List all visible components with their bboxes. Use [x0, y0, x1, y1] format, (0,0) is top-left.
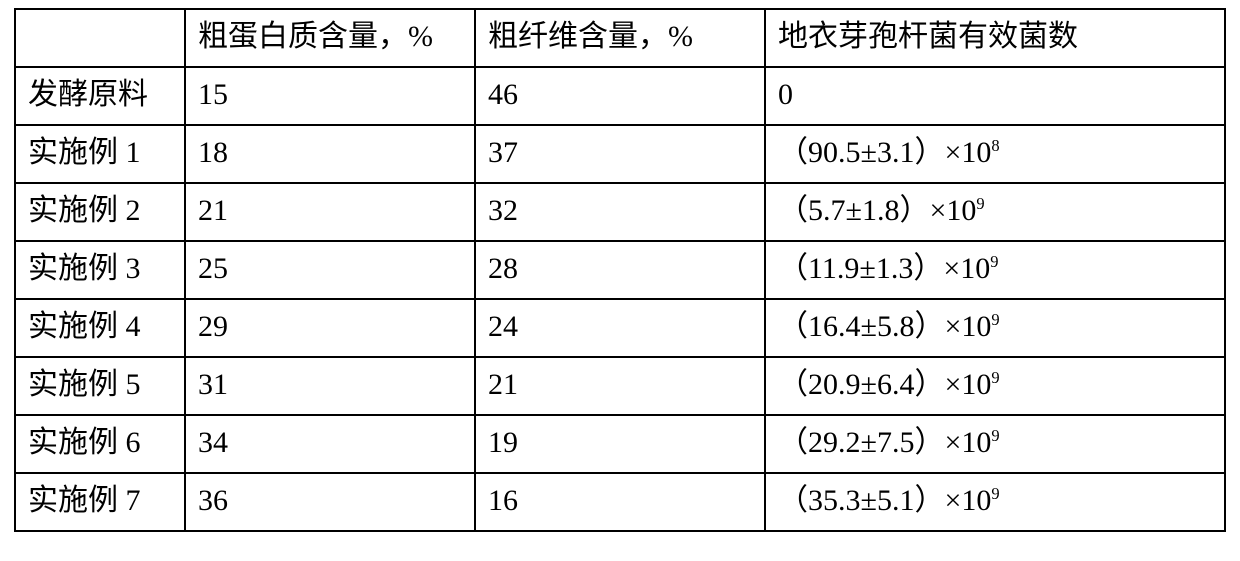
cell-bact: （35.3±5.1）×109: [765, 473, 1225, 531]
bact-base: （20.9±6.4）×10: [778, 368, 991, 401]
table-row: 实施例 7 36 16 （35.3±5.1）×109: [15, 473, 1225, 531]
bact-exp: 9: [991, 484, 999, 503]
cell-bact: （5.7±1.8）×109: [765, 183, 1225, 241]
cell-bact: （11.9±1.3）×109: [765, 241, 1225, 299]
cell-bact: （20.9±6.4）×109: [765, 357, 1225, 415]
table-row: 实施例 5 31 21 （20.9±6.4）×109: [15, 357, 1225, 415]
table-row: 实施例 1 18 37 （90.5±3.1）×108: [15, 125, 1225, 183]
bact-base: （16.4±5.8）×10: [778, 310, 991, 343]
cell-protein: 21: [185, 183, 475, 241]
cell-protein: 18: [185, 125, 475, 183]
bact-base: （90.5±3.1）×10: [778, 136, 991, 169]
bact-base: 0: [778, 78, 793, 111]
bact-exp: 9: [976, 194, 984, 213]
header-cell-protein: 粗蛋白质含量，%: [185, 9, 475, 67]
cell-protein: 36: [185, 473, 475, 531]
header-cell-bact: 地衣芽孢杆菌有效菌数: [765, 9, 1225, 67]
table-container: 粗蛋白质含量，% 粗纤维含量，% 地衣芽孢杆菌有效菌数 发酵原料 15 46 0…: [0, 0, 1240, 561]
data-table: 粗蛋白质含量，% 粗纤维含量，% 地衣芽孢杆菌有效菌数 发酵原料 15 46 0…: [14, 8, 1226, 532]
bact-base: （29.2±7.5）×10: [778, 426, 991, 459]
cell-label: 实施例 2: [15, 183, 185, 241]
cell-fiber: 24: [475, 299, 765, 357]
cell-label: 实施例 5: [15, 357, 185, 415]
cell-fiber: 37: [475, 125, 765, 183]
header-cell-label: [15, 9, 185, 67]
cell-label: 实施例 7: [15, 473, 185, 531]
cell-fiber: 21: [475, 357, 765, 415]
cell-label: 实施例 4: [15, 299, 185, 357]
cell-fiber: 32: [475, 183, 765, 241]
bact-exp: 9: [991, 368, 999, 387]
cell-fiber: 19: [475, 415, 765, 473]
cell-fiber: 16: [475, 473, 765, 531]
bact-exp: 9: [991, 426, 999, 445]
cell-bact: 0: [765, 67, 1225, 125]
cell-label: 实施例 3: [15, 241, 185, 299]
table-header-row: 粗蛋白质含量，% 粗纤维含量，% 地衣芽孢杆菌有效菌数: [15, 9, 1225, 67]
cell-bact: （16.4±5.8）×109: [765, 299, 1225, 357]
cell-label: 实施例 1: [15, 125, 185, 183]
cell-label: 发酵原料: [15, 67, 185, 125]
bact-exp: 9: [990, 252, 998, 271]
cell-fiber: 28: [475, 241, 765, 299]
bact-base: （11.9±1.3）×10: [778, 252, 990, 285]
table-row: 发酵原料 15 46 0: [15, 67, 1225, 125]
cell-protein: 15: [185, 67, 475, 125]
cell-protein: 31: [185, 357, 475, 415]
cell-fiber: 46: [475, 67, 765, 125]
cell-protein: 34: [185, 415, 475, 473]
cell-bact: （29.2±7.5）×109: [765, 415, 1225, 473]
table-row: 实施例 3 25 28 （11.9±1.3）×109: [15, 241, 1225, 299]
bact-base: （5.7±1.8）×10: [778, 194, 976, 227]
cell-bact: （90.5±3.1）×108: [765, 125, 1225, 183]
cell-protein: 25: [185, 241, 475, 299]
cell-protein: 29: [185, 299, 475, 357]
header-cell-fiber: 粗纤维含量，%: [475, 9, 765, 67]
bact-exp: 8: [991, 136, 999, 155]
table-row: 实施例 6 34 19 （29.2±7.5）×109: [15, 415, 1225, 473]
table-row: 实施例 2 21 32 （5.7±1.8）×109: [15, 183, 1225, 241]
bact-exp: 9: [991, 310, 999, 329]
table-row: 实施例 4 29 24 （16.4±5.8）×109: [15, 299, 1225, 357]
bact-base: （35.3±5.1）×10: [778, 484, 991, 517]
cell-label: 实施例 6: [15, 415, 185, 473]
